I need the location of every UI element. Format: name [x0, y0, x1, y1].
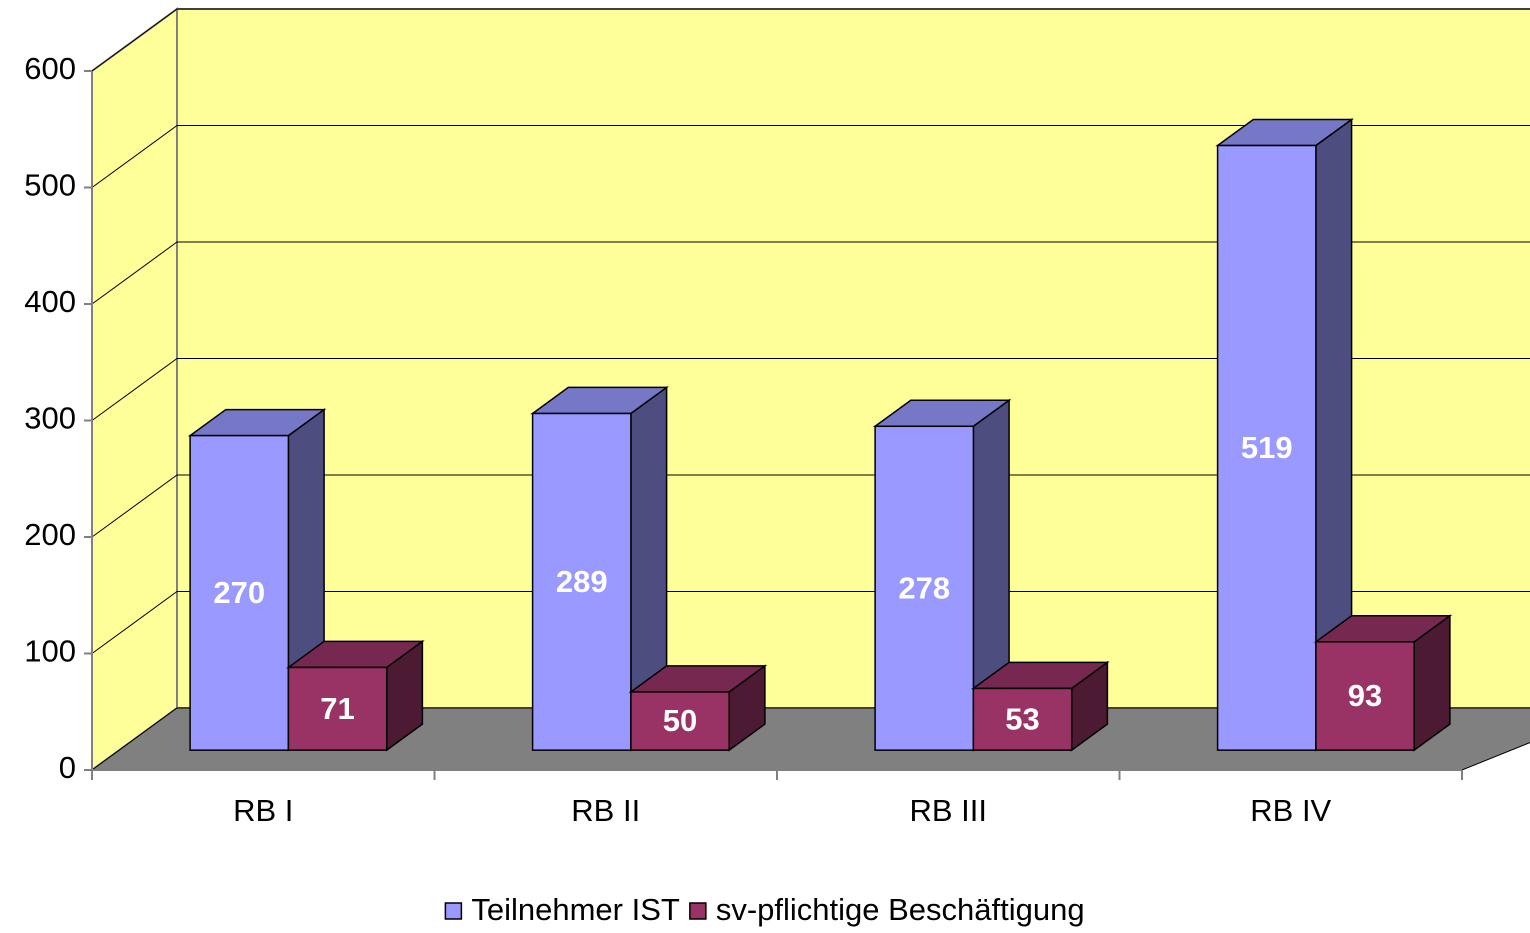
- grid-line: [91, 125, 1530, 188]
- bar: [630, 691, 730, 751]
- value-label: 289: [556, 564, 608, 599]
- y-tick-label: 0: [59, 750, 76, 785]
- legend-swatch: [444, 902, 463, 920]
- grid-line: [91, 474, 1530, 538]
- x-tick-label: RB II: [571, 793, 640, 828]
- bar: [972, 687, 1073, 751]
- x-tick-label: RB I: [233, 793, 293, 828]
- legend-label: Teilnehmer IST: [471, 892, 680, 927]
- grid-line: [91, 358, 1530, 421]
- bar: [1315, 641, 1415, 751]
- y-tick-label: 200: [24, 517, 76, 552]
- legend-swatch: [689, 902, 707, 920]
- grid-line: [91, 241, 1530, 305]
- bar: [531, 412, 632, 751]
- value-label: 53: [1005, 701, 1039, 736]
- bar: [1216, 144, 1317, 751]
- bar: [874, 425, 975, 751]
- value-label: 93: [1348, 678, 1382, 713]
- value-label: 71: [320, 691, 354, 726]
- y-tick-label: 400: [24, 284, 76, 319]
- value-label: 278: [898, 570, 950, 605]
- legend-label: sv-pflichtige Beschäftigung: [716, 892, 1085, 927]
- y-tick-label: 100: [24, 634, 76, 669]
- value-label: 270: [213, 575, 265, 610]
- value-label: 50: [663, 703, 697, 738]
- x-tick-label: RB IV: [1250, 793, 1331, 828]
- x-tick-label: RB III: [909, 793, 987, 828]
- grid-line: [91, 591, 1530, 654]
- y-tick-label: 600: [24, 51, 76, 86]
- value-label: 519: [1241, 430, 1293, 465]
- y-tick-label: 500: [24, 168, 76, 203]
- bar: [287, 666, 388, 751]
- bar: [189, 434, 290, 751]
- y-tick-label: 300: [24, 401, 76, 436]
- grid-line: [91, 8, 1530, 72]
